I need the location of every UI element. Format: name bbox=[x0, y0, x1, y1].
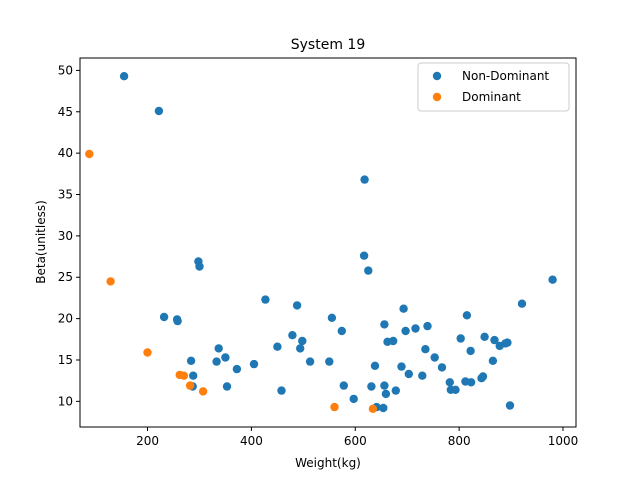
point-non-dominant-68 bbox=[505, 401, 515, 410]
point-non-dominant-18 bbox=[277, 386, 286, 395]
point-non-dominant-33 bbox=[370, 361, 380, 370]
y-tick-label: 35 bbox=[58, 188, 73, 202]
point-non-dominant-37 bbox=[380, 320, 389, 329]
point-non-dominant-45 bbox=[404, 369, 413, 379]
point-non-dominant-46 bbox=[411, 324, 420, 333]
point-non-dominant-5 bbox=[186, 356, 196, 365]
point-non-dominant-0 bbox=[119, 72, 129, 81]
point-non-dominant-54 bbox=[451, 385, 460, 394]
point-non-dominant-55 bbox=[456, 334, 465, 343]
legend-label-non-dominant: Non-Dominant bbox=[462, 69, 549, 83]
point-dominant-7 bbox=[330, 402, 339, 412]
y-tick-label: 25 bbox=[58, 270, 73, 284]
y-axis-title: Beta(unitless) bbox=[34, 200, 48, 284]
point-non-dominant-15 bbox=[249, 359, 259, 369]
y-tick-label: 40 bbox=[58, 146, 73, 160]
legend-marker-dominant bbox=[432, 92, 442, 102]
point-non-dominant-6 bbox=[189, 371, 198, 380]
y-tick-label: 45 bbox=[58, 105, 73, 119]
point-non-dominant-57 bbox=[462, 311, 472, 320]
point-non-dominant-23 bbox=[305, 357, 315, 366]
point-non-dominant-41 bbox=[391, 386, 400, 395]
point-non-dominant-20 bbox=[292, 301, 302, 310]
point-non-dominant-4 bbox=[173, 316, 182, 326]
point-non-dominant-22 bbox=[298, 336, 307, 346]
point-non-dominant-9 bbox=[195, 262, 204, 271]
point-non-dominant-59 bbox=[466, 378, 476, 387]
y-tick-label: 10 bbox=[58, 394, 73, 408]
point-non-dominant-64 bbox=[490, 335, 499, 345]
point-non-dominant-44 bbox=[401, 326, 410, 336]
point-non-dominant-35 bbox=[379, 403, 388, 413]
point-non-dominant-29 bbox=[359, 251, 369, 260]
x-axis-title: Weight(kg) bbox=[295, 456, 361, 470]
point-non-dominant-40 bbox=[389, 336, 398, 346]
legend-marker-non-dominant bbox=[432, 71, 442, 81]
point-non-dominant-32 bbox=[367, 382, 376, 391]
x-tick-label: 800 bbox=[448, 434, 471, 448]
legend: Non-Dominant Dominant bbox=[417, 62, 570, 112]
point-non-dominant-36 bbox=[380, 381, 389, 390]
point-non-dominant-52 bbox=[445, 378, 454, 387]
point-non-dominant-13 bbox=[222, 382, 232, 391]
point-dominant-2 bbox=[143, 348, 152, 357]
point-non-dominant-61 bbox=[478, 372, 488, 381]
x-tick-label: 600 bbox=[344, 434, 367, 448]
legend-label-dominant: Dominant bbox=[462, 90, 521, 104]
point-non-dominant-2 bbox=[159, 312, 169, 322]
point-dominant-6 bbox=[198, 387, 208, 396]
point-non-dominant-30 bbox=[360, 175, 369, 184]
point-non-dominant-16 bbox=[261, 295, 270, 304]
point-non-dominant-12 bbox=[221, 353, 230, 362]
x-tick-label: 200 bbox=[136, 434, 159, 448]
point-non-dominant-14 bbox=[232, 364, 242, 374]
point-non-dominant-28 bbox=[349, 394, 358, 404]
point-non-dominant-62 bbox=[480, 332, 489, 341]
legend-box bbox=[417, 62, 570, 112]
x-tick-label: 1000 bbox=[548, 434, 579, 448]
point-dominant-0 bbox=[85, 149, 94, 159]
point-dominant-8 bbox=[368, 404, 378, 413]
plot-area bbox=[85, 72, 557, 413]
point-dominant-5 bbox=[185, 381, 195, 390]
y-tick-label: 15 bbox=[58, 353, 73, 367]
point-non-dominant-48 bbox=[421, 345, 430, 354]
point-non-dominant-67 bbox=[503, 338, 512, 347]
point-non-dominant-26 bbox=[337, 326, 346, 336]
point-non-dominant-27 bbox=[339, 381, 348, 390]
plot-frame bbox=[79, 57, 577, 428]
point-non-dominant-25 bbox=[327, 313, 337, 322]
point-dominant-1 bbox=[106, 277, 115, 286]
point-non-dominant-31 bbox=[364, 266, 373, 275]
point-non-dominant-38 bbox=[381, 389, 391, 399]
y-tick-label: 50 bbox=[58, 63, 73, 77]
x-axis: 200 400 600 800 1000 bbox=[136, 427, 578, 448]
y-tick-label: 30 bbox=[58, 229, 73, 243]
point-non-dominant-51 bbox=[437, 363, 447, 372]
point-non-dominant-11 bbox=[214, 344, 223, 353]
point-non-dominant-63 bbox=[488, 356, 498, 365]
point-non-dominant-50 bbox=[430, 353, 439, 362]
point-non-dominant-43 bbox=[399, 304, 408, 313]
point-non-dominant-10 bbox=[212, 357, 221, 366]
point-non-dominant-58 bbox=[466, 346, 475, 356]
point-non-dominant-69 bbox=[517, 299, 527, 308]
point-non-dominant-49 bbox=[423, 321, 432, 331]
x-tick-label: 400 bbox=[240, 434, 263, 448]
y-tick-label: 20 bbox=[58, 312, 73, 326]
chart-title: System 19 bbox=[291, 37, 365, 53]
point-dominant-4 bbox=[179, 371, 189, 380]
point-non-dominant-17 bbox=[273, 342, 282, 351]
point-non-dominant-47 bbox=[418, 371, 427, 380]
point-non-dominant-1 bbox=[154, 106, 164, 116]
point-non-dominant-19 bbox=[288, 331, 297, 340]
point-non-dominant-21 bbox=[296, 344, 305, 353]
point-non-dominant-42 bbox=[397, 362, 406, 371]
point-non-dominant-24 bbox=[325, 357, 334, 366]
point-non-dominant-70 bbox=[548, 275, 557, 284]
y-axis: 10 15 20 25 30 35 40 45 50 bbox=[58, 63, 80, 408]
